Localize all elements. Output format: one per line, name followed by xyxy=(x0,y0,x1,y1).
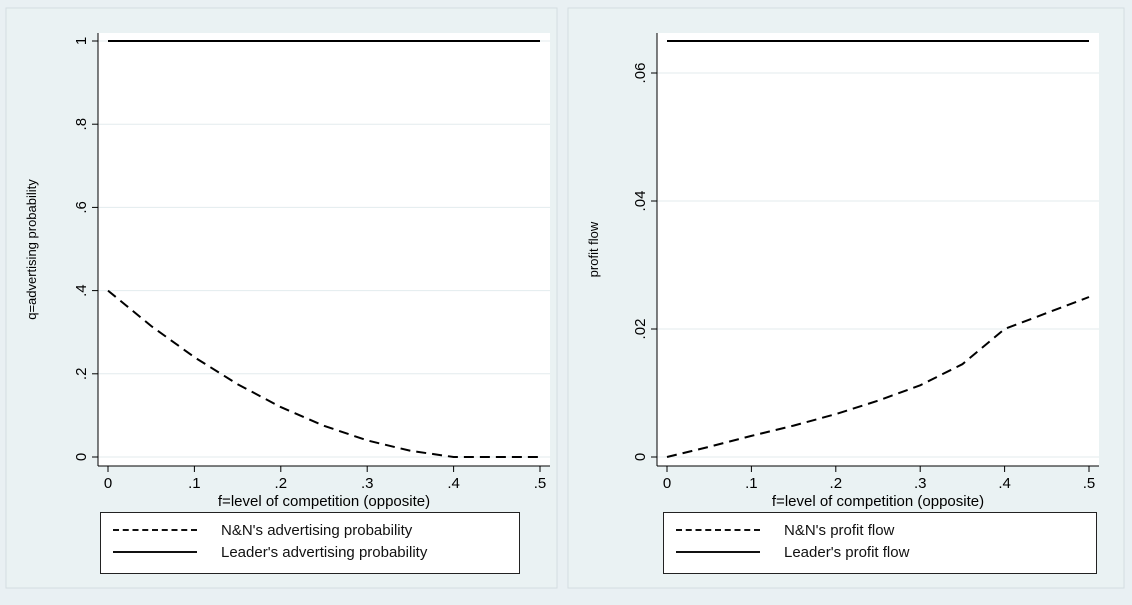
right-legend-entry-nn: N&N's profit flow xyxy=(676,519,1084,541)
left-plot-area xyxy=(98,33,550,466)
right-y-tick-label: .06 xyxy=(632,63,649,84)
left-x-tick-label: .4 xyxy=(447,475,460,492)
left-y-tick-label: 0 xyxy=(73,453,90,461)
left-y-tick-label: .2 xyxy=(73,368,90,381)
dashed-line-swatch xyxy=(676,529,760,531)
left-legend: N&N's advertising probability Leader's a… xyxy=(100,512,520,574)
left-x-tick-label: .1 xyxy=(188,475,201,492)
right-y-axis-title: profit flow xyxy=(586,221,601,277)
right-legend-label-nn: N&N's profit flow xyxy=(784,521,895,539)
left-y-tick-label: .8 xyxy=(73,118,90,131)
right-y-tick-label: .02 xyxy=(632,319,649,340)
left-series-nn-line xyxy=(107,289,540,458)
solid-line-swatch xyxy=(113,551,197,553)
right-y-tick-label: .04 xyxy=(632,191,649,212)
right-x-tick-label: .2 xyxy=(830,475,843,492)
left-y-tick-label: .6 xyxy=(73,201,90,214)
left-x-tick-label: .5 xyxy=(534,475,547,492)
right-plot-area xyxy=(657,33,1099,466)
left-y-tick-label: 1 xyxy=(73,37,90,45)
right-x-tick-label: 0 xyxy=(663,475,671,492)
right-series-nn-line xyxy=(666,296,1090,458)
right-y-tick-label: 0 xyxy=(632,453,649,461)
right-x-axis-title: f=level of competition (opposite) xyxy=(772,493,984,510)
right-x-tick-label: .4 xyxy=(998,475,1011,492)
right-x-tick-label: .3 xyxy=(914,475,927,492)
solid-line-swatch xyxy=(676,551,760,553)
right-x-tick-label: .5 xyxy=(1083,475,1096,492)
left-x-tick-label: .3 xyxy=(361,475,374,492)
left-y-tick-label: .4 xyxy=(73,284,90,297)
left-x-tick-label: 0 xyxy=(104,475,112,492)
right-legend-entry-leader: Leader's profit flow xyxy=(676,541,1084,563)
right-x-tick-label: .1 xyxy=(745,475,758,492)
left-y-axis-title: q=advertising probability xyxy=(24,179,39,320)
left-legend-label-nn: N&N's advertising probability xyxy=(221,521,413,539)
right-legend-label-leader: Leader's profit flow xyxy=(784,543,910,561)
dashed-line-swatch xyxy=(113,529,197,531)
right-legend: N&N's profit flow Leader's profit flow xyxy=(663,512,1097,574)
left-legend-label-leader: Leader's advertising probability xyxy=(221,543,428,561)
left-legend-entry-nn: N&N's advertising probability xyxy=(113,519,507,541)
left-x-tick-label: .2 xyxy=(275,475,288,492)
left-x-axis-title: f=level of competition (opposite) xyxy=(218,493,430,510)
left-legend-entry-leader: Leader's advertising probability xyxy=(113,541,507,563)
